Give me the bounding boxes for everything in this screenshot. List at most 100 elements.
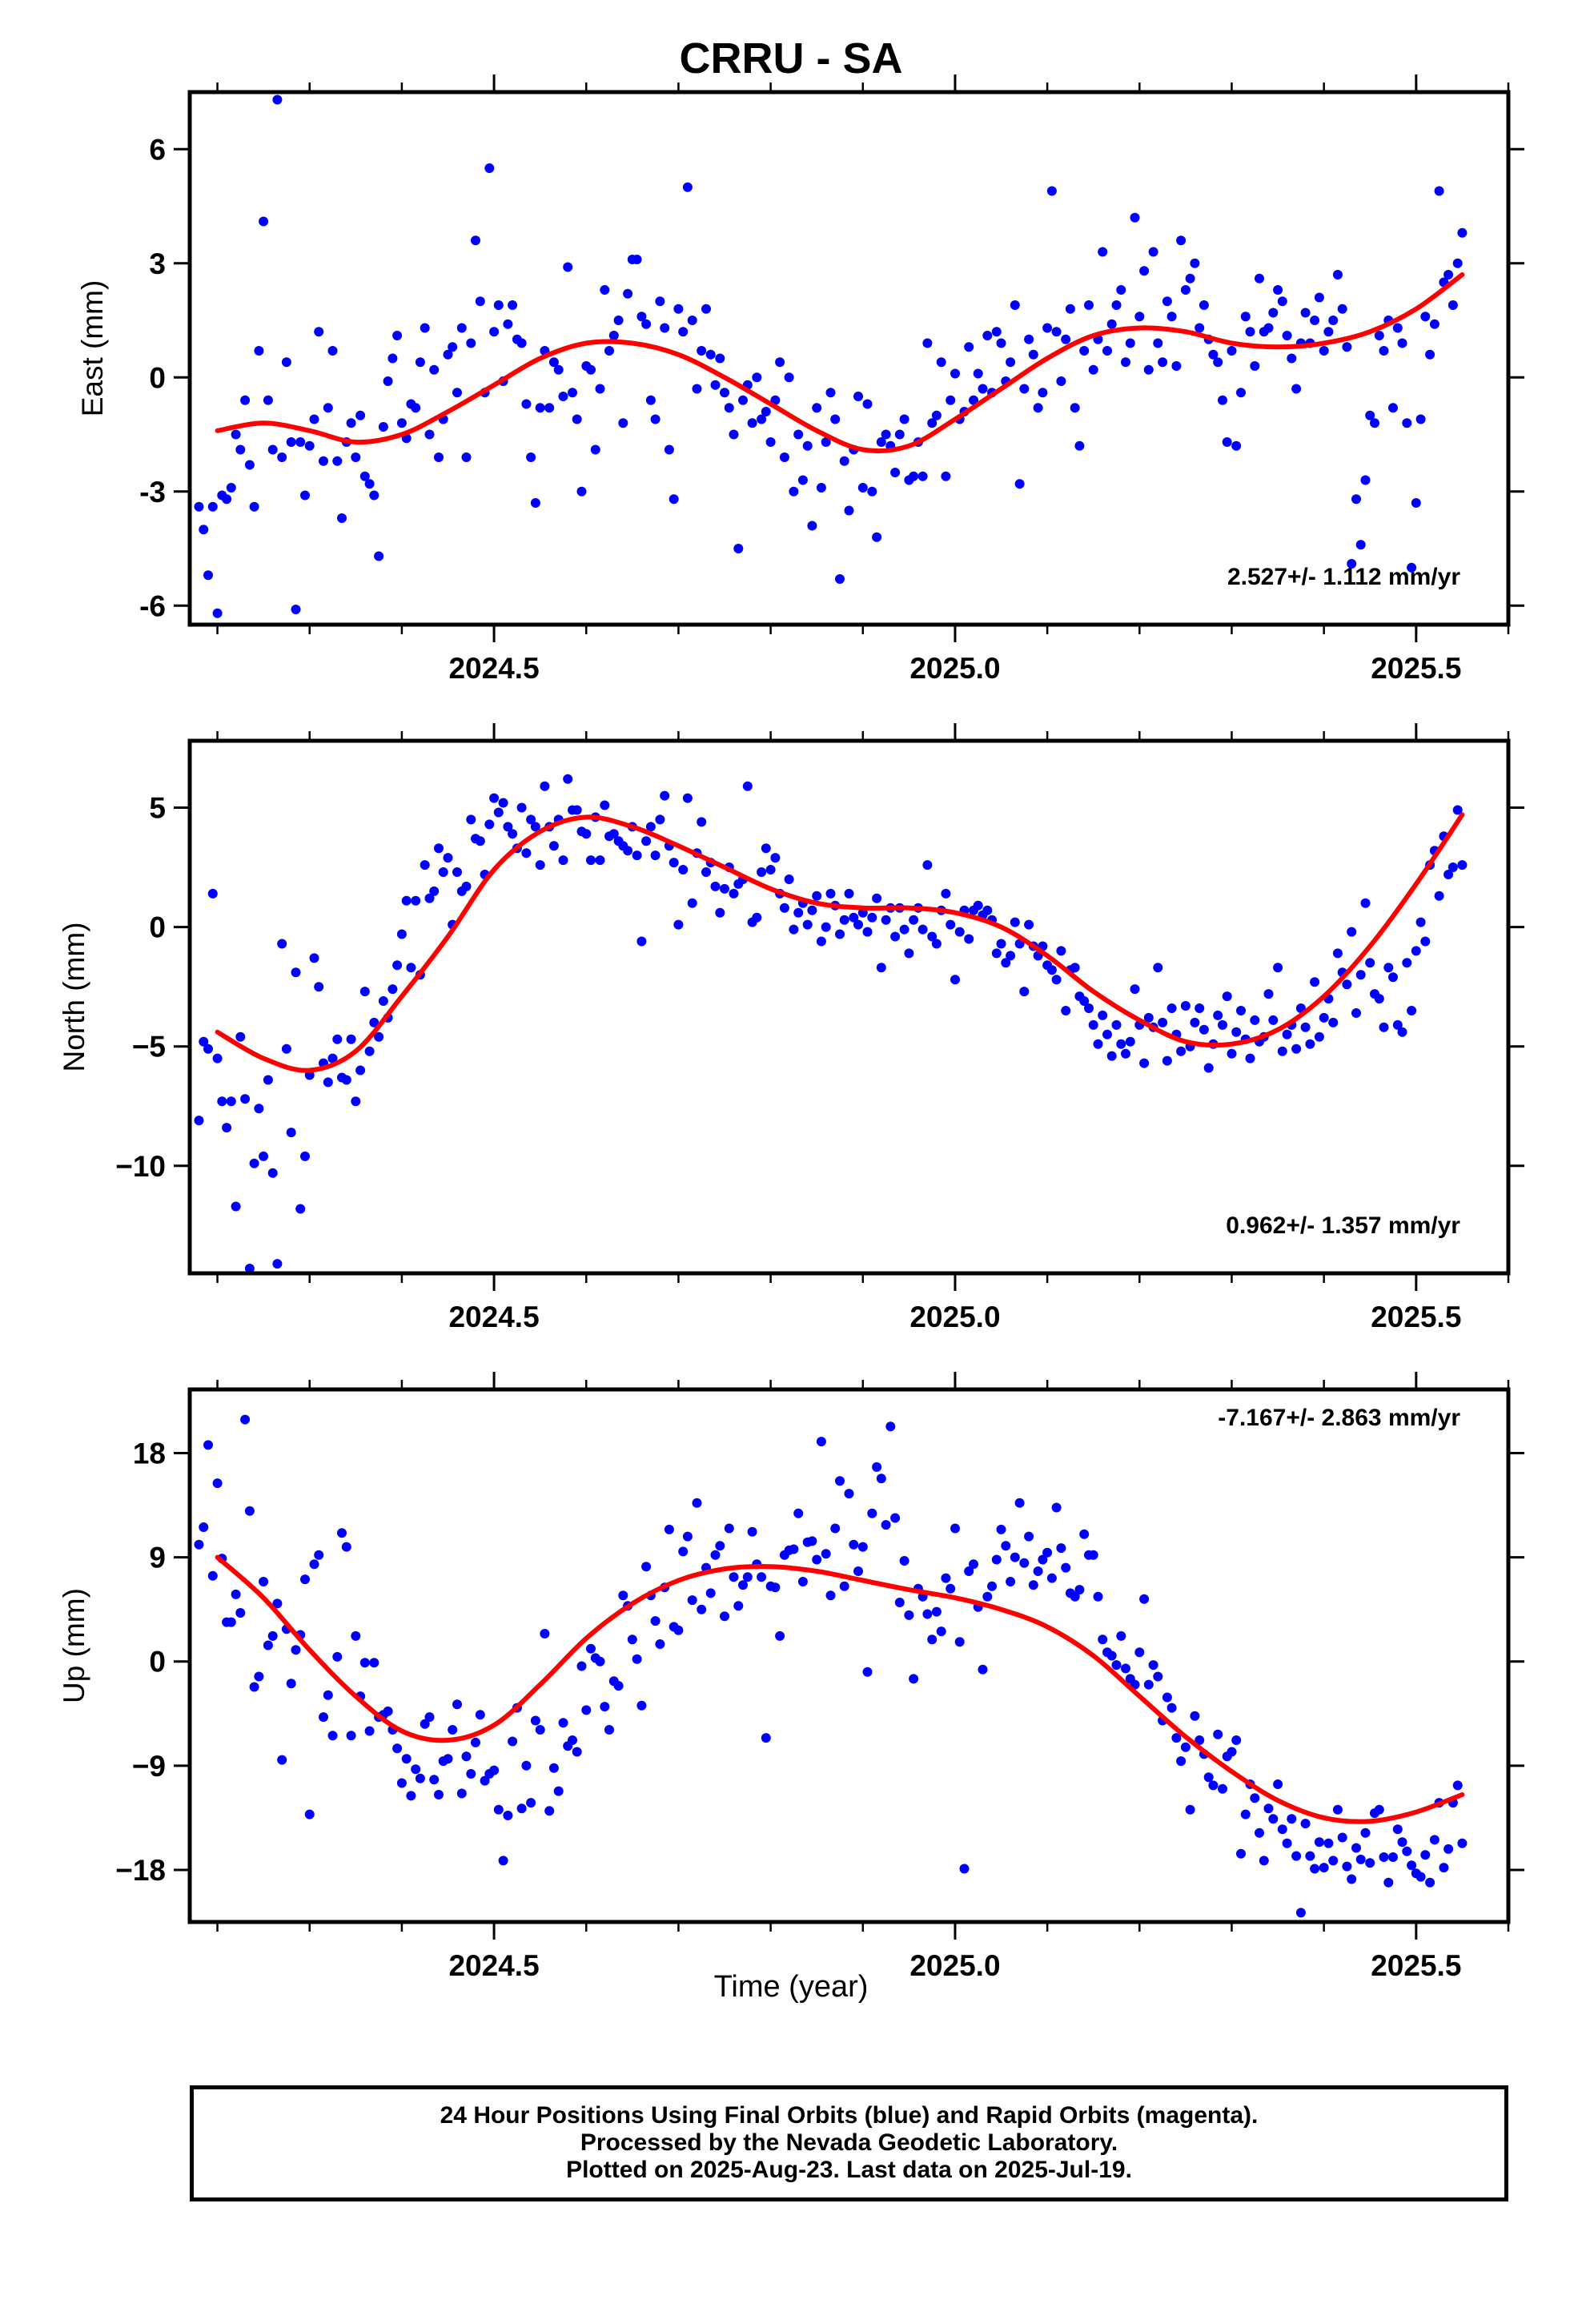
north-data-point <box>1190 1017 1200 1027</box>
north-data-point <box>595 855 605 866</box>
north-data-point <box>194 1116 204 1126</box>
east-data-point <box>212 608 223 618</box>
north-data-point <box>623 846 633 856</box>
up-data-point <box>1028 1580 1038 1590</box>
up-data-point <box>1365 1858 1375 1868</box>
east-data-point <box>1402 418 1412 428</box>
east-data-point <box>894 429 905 440</box>
east-data-point <box>821 437 831 447</box>
up-data-point <box>277 1755 287 1765</box>
east-data-point <box>452 388 462 398</box>
east-data-point <box>558 392 568 401</box>
east-data-point <box>319 456 328 466</box>
up-data-point <box>761 1733 771 1743</box>
north-data-point <box>876 963 886 973</box>
north-data-point <box>927 931 938 942</box>
east-data-point <box>1148 247 1158 257</box>
up-data-point <box>1024 1531 1034 1542</box>
east-data-point <box>941 471 951 481</box>
up-data-point <box>922 1609 933 1619</box>
east-data-point <box>738 395 748 405</box>
east-data-point <box>314 327 324 337</box>
up-y-tick-label: 18 <box>133 1437 166 1470</box>
up-data-point <box>304 1809 315 1819</box>
east-data-point <box>1379 346 1389 356</box>
up-data-point <box>1282 1838 1292 1848</box>
up-data-point <box>1056 1543 1066 1554</box>
up-data-point <box>941 1573 951 1583</box>
up-data-point <box>1019 1558 1030 1568</box>
up-data-point <box>1185 1804 1195 1815</box>
east-data-point <box>387 353 398 364</box>
up-data-point <box>553 1786 564 1796</box>
up-data-point <box>544 1806 555 1816</box>
up-data-point <box>1190 1711 1200 1721</box>
up-data-point <box>600 1702 610 1712</box>
east-data-point <box>1116 285 1126 295</box>
east-data-point <box>830 414 841 424</box>
north-data-point <box>1452 805 1463 815</box>
north-data-point <box>789 924 799 935</box>
up-data-point <box>613 1681 624 1691</box>
up-data-point <box>742 1572 753 1582</box>
east-data-point <box>199 525 209 535</box>
north-data-point <box>770 853 781 863</box>
north-data-point <box>802 919 813 930</box>
east-data-point <box>1273 285 1283 295</box>
north-data-point <box>1388 972 1398 983</box>
east-data-point <box>1125 338 1135 348</box>
east-data-point <box>1190 258 1200 268</box>
east-data-point <box>1166 312 1177 322</box>
up-data-point <box>1295 1908 1306 1918</box>
north-data-point <box>327 1053 338 1063</box>
north-plot-area: 2024.5 2025.0 2025.5 −10 −5 0 5 <box>115 723 1524 1333</box>
up-data-point <box>1014 1498 1025 1508</box>
north-data-point <box>401 895 412 906</box>
up-data-point <box>816 1437 826 1447</box>
north-data-point <box>1079 996 1090 1006</box>
east-data-point <box>1282 331 1292 340</box>
up-data-point <box>697 1604 707 1614</box>
up-data-point <box>1093 1591 1103 1602</box>
up-data-point <box>1457 1838 1468 1848</box>
up-data-point <box>1070 1591 1080 1602</box>
north-data-point <box>199 1036 209 1047</box>
up-data-point <box>1420 1850 1431 1860</box>
east-data-point <box>203 570 213 581</box>
north-y-tick-label: 0 <box>149 911 166 944</box>
up-data-point <box>1074 1585 1085 1595</box>
up-data-point <box>1051 1502 1062 1513</box>
north-data-point <box>793 907 804 918</box>
north-data-point <box>493 807 504 818</box>
east-data-point <box>927 418 938 428</box>
up-data-point <box>249 1682 259 1692</box>
up-data-point <box>1337 1832 1347 1843</box>
north-data-point <box>263 1075 273 1085</box>
north-data-point <box>872 893 882 903</box>
north-data-point <box>821 922 831 932</box>
east-panel: 2024.5 2025.0 2025.5 -6 -3 0 3 6 East (mm) 2.52… <box>76 74 1524 685</box>
up-data-point <box>705 1588 716 1598</box>
east-plot-area: 2024.5 2025.0 2025.5 -6 -3 0 3 6 <box>139 74 1524 685</box>
up-data-point <box>996 1524 1006 1534</box>
east-x-tick-label: 2024.5 <box>448 652 539 685</box>
east-data-point <box>1365 410 1375 420</box>
east-data-point <box>1213 357 1223 368</box>
up-data-point <box>982 1591 993 1602</box>
north-data-point <box>710 881 721 891</box>
east-data-point <box>946 395 956 405</box>
up-data-point <box>1263 1803 1274 1814</box>
up-data-point <box>876 1474 886 1484</box>
up-data-point <box>498 1856 508 1866</box>
north-data-point <box>632 850 642 861</box>
north-data-point <box>1415 917 1426 927</box>
east-data-point <box>1443 270 1454 279</box>
north-data-point <box>849 912 859 923</box>
up-data-point <box>894 1598 905 1607</box>
north-panel: 2024.5 2025.0 2025.5 −10 −5 0 5 North (mm) 0.9… <box>58 723 1524 1333</box>
east-data-point <box>244 460 255 470</box>
north-data-point <box>295 1204 306 1214</box>
north-data-point <box>1162 1055 1172 1066</box>
north-data-point <box>438 867 448 877</box>
up-data-point <box>1407 1860 1417 1871</box>
